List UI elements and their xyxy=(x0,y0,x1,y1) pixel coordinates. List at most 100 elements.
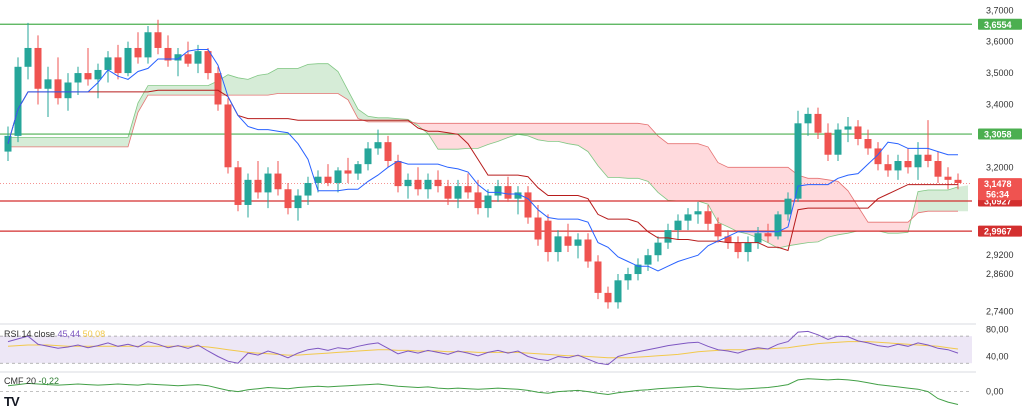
cmf-label: CMF 20 xyxy=(4,376,37,386)
candle-body xyxy=(674,220,682,231)
candle-body xyxy=(694,211,702,215)
candle-body xyxy=(514,192,522,199)
candle-body xyxy=(574,239,582,246)
candle-body xyxy=(384,142,392,161)
candle-body xyxy=(604,292,612,303)
price-tag xyxy=(978,128,1022,140)
cloud-segment xyxy=(498,123,508,142)
rsi-band xyxy=(0,336,972,364)
candle-body xyxy=(134,47,142,58)
candle-body xyxy=(144,32,152,58)
candle-body xyxy=(494,186,502,196)
rsi-line xyxy=(7,330,959,366)
candle-body xyxy=(594,261,602,293)
cmf-line xyxy=(7,378,959,405)
price-axis[interactable]: 3,7000 3,6000 3,5000 3,4000 3,2000 2,9200 2,86… xyxy=(978,5,1022,397)
cmf-tick-label: 0,00 xyxy=(986,387,1004,397)
candle-body xyxy=(64,82,72,99)
price-tick-label: 3,5000 xyxy=(986,68,1014,78)
candle-body xyxy=(884,164,892,171)
candle-body xyxy=(104,57,112,70)
cloud-segment xyxy=(718,162,728,227)
kijun-line xyxy=(7,89,958,252)
cloud-segment xyxy=(78,137,88,147)
candle-body xyxy=(524,192,532,218)
candle-body xyxy=(614,280,622,303)
candle-body xyxy=(4,135,12,152)
cloud-segment xyxy=(248,75,258,96)
candle-body xyxy=(634,264,642,275)
candle-body xyxy=(124,47,132,74)
cloud-segment xyxy=(818,178,828,242)
candle-body xyxy=(74,73,82,83)
cloud-segment xyxy=(88,137,98,147)
candle-body xyxy=(314,176,322,183)
cloud-segment xyxy=(128,102,138,147)
candle-body xyxy=(354,164,362,174)
cloud-segment xyxy=(518,123,528,136)
cloud-segment xyxy=(708,146,718,223)
price-tick-label: 2,9200 xyxy=(986,250,1014,260)
candle-body xyxy=(484,195,492,209)
ichimoku-cloud xyxy=(8,63,968,249)
candle-body xyxy=(214,73,222,105)
candle-body xyxy=(54,79,62,99)
candle-body xyxy=(94,69,102,80)
cloud-segment xyxy=(428,123,438,150)
candle-body xyxy=(254,179,262,193)
candle-body xyxy=(454,186,462,199)
candle-body xyxy=(464,186,472,193)
cloud-segment xyxy=(98,137,108,147)
candle-body xyxy=(664,230,672,243)
main-pane[interactable] xyxy=(0,19,972,309)
candle-body xyxy=(554,236,562,253)
candle-body xyxy=(754,233,762,243)
cloud-segment xyxy=(328,63,338,94)
candle-body xyxy=(194,51,202,64)
cloud-segment xyxy=(308,63,318,94)
tradingview-logo-icon[interactable]: TV xyxy=(4,394,20,409)
price-tag-label: 3,6554 xyxy=(984,20,1012,30)
price-tag xyxy=(978,18,1022,30)
candle-body xyxy=(154,32,162,48)
candle-body xyxy=(114,57,122,74)
cloud-segment xyxy=(888,222,898,234)
candle-body xyxy=(414,179,422,190)
price-tick-label: 2,8600 xyxy=(986,269,1014,279)
cloud-segment xyxy=(728,167,738,232)
candle-body xyxy=(854,126,862,140)
candle-body xyxy=(874,148,882,165)
cloud-segment xyxy=(448,123,458,150)
candle-body xyxy=(444,186,452,199)
cloud-segment xyxy=(238,77,248,96)
candle-body xyxy=(334,170,342,183)
candle-body xyxy=(344,170,352,174)
candle-body xyxy=(784,198,792,215)
cloud-segment xyxy=(358,109,368,122)
cloud-segment xyxy=(608,123,618,178)
cloud-segment xyxy=(688,143,698,202)
candles xyxy=(4,19,962,309)
candle-body xyxy=(394,161,402,187)
candle-body xyxy=(204,51,212,74)
countdown-label: 56:34 xyxy=(986,190,1009,200)
price-tag-label: 3,3058 xyxy=(984,130,1012,140)
rsi-pane[interactable] xyxy=(0,330,972,366)
rsi-value: 45,44 xyxy=(57,329,81,339)
candle-body xyxy=(264,173,272,193)
cloud-segment xyxy=(28,137,38,147)
candle-body xyxy=(84,73,92,80)
candle-body xyxy=(14,66,22,136)
candle-body xyxy=(734,242,742,253)
candle-body xyxy=(914,154,922,168)
candle-body xyxy=(544,220,552,253)
cloud-segment xyxy=(618,123,628,179)
cloud-segment xyxy=(528,123,538,140)
price-tick-label: 2,7400 xyxy=(986,307,1014,317)
cmf-pane[interactable] xyxy=(0,378,972,405)
candle-body xyxy=(164,47,172,61)
candle-body xyxy=(624,274,632,281)
cloud-segment xyxy=(698,143,708,205)
cloud-segment xyxy=(678,143,688,202)
